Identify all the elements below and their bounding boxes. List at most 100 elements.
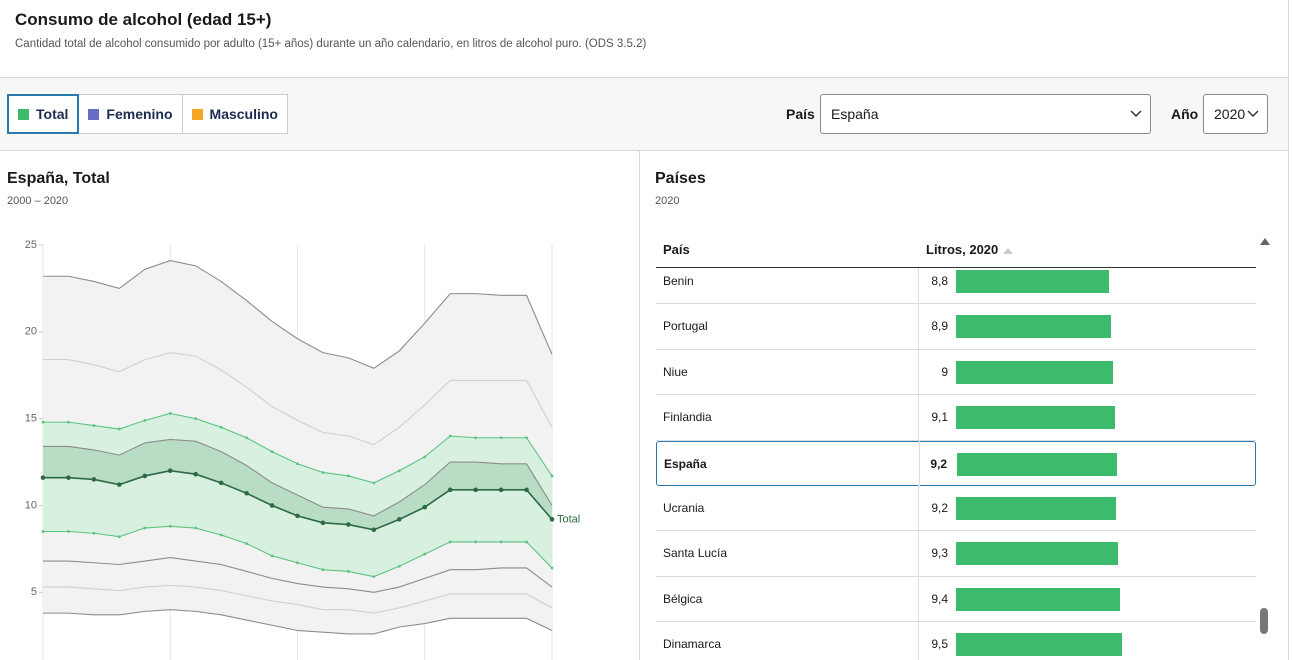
point: [270, 503, 275, 508]
table-row[interactable]: Niue9: [656, 350, 1256, 395]
point: [271, 554, 274, 557]
bar: [956, 270, 1109, 293]
value-label: 8,9: [931, 304, 948, 349]
value-label: 9,1: [931, 395, 948, 440]
legend-swatch: [88, 109, 99, 120]
point: [219, 481, 224, 486]
table-row[interactable]: España9,2: [656, 441, 1256, 486]
point: [397, 517, 402, 522]
point: [347, 570, 350, 573]
point: [169, 412, 172, 415]
point: [372, 575, 375, 578]
country-select[interactable]: España: [820, 94, 1151, 134]
border: [1288, 0, 1289, 660]
year-select[interactable]: 2020: [1203, 94, 1268, 134]
country-name: Benin: [663, 268, 694, 304]
point: [422, 505, 427, 510]
column-divider: [918, 576, 919, 622]
point: [117, 482, 122, 487]
column-divider: [918, 394, 919, 440]
point: [66, 475, 71, 480]
table-subtitle: 2020: [655, 195, 679, 207]
point: [525, 541, 528, 544]
chevron: [1247, 110, 1259, 118]
column-header[interactable]: Litros, 2020: [926, 242, 998, 257]
column-divider: [918, 303, 919, 349]
table-body: Benin 8,8 Portugal 8,9Niue9Finlandia 9,1Espa…: [640, 268, 1260, 660]
value-label: 9: [941, 350, 948, 395]
country-name: Santa Lucía: [663, 531, 727, 576]
point: [93, 532, 96, 535]
point: [398, 469, 401, 472]
table-row[interactable]: Portugal 8,9: [656, 304, 1256, 349]
legend-swatch: [18, 109, 29, 120]
table-row[interactable]: Ucrania 9,2: [656, 486, 1256, 531]
bar: [957, 453, 1117, 476]
point: [448, 488, 453, 493]
point: [372, 527, 377, 532]
point: [321, 521, 326, 526]
bar: [956, 497, 1116, 520]
table-row[interactable]: Dinamarca9,5: [656, 622, 1256, 660]
legend-toggles: TotalFemenino Masculino: [8, 94, 288, 134]
point: [143, 527, 146, 530]
country-name: Dinamarca: [663, 622, 721, 660]
legend-toggle[interactable]: Femenino: [78, 94, 182, 134]
table-row[interactable]: Santa Lucía9,3: [656, 531, 1256, 576]
point: [42, 530, 45, 533]
point: [194, 417, 197, 420]
point: [245, 542, 248, 545]
point: [244, 491, 249, 496]
page-subtitle: Cantidad total de alcohol consumido por …: [15, 38, 646, 50]
table-row[interactable]: Benin 8,8: [656, 268, 1256, 304]
legend-toggle[interactable]: Total: [7, 94, 79, 134]
country-label: País: [786, 106, 815, 122]
point: [220, 534, 223, 537]
point: [92, 477, 97, 482]
country-name: Ucrania: [663, 486, 704, 531]
column-divider: [918, 268, 919, 304]
toolbar: TotalFemeninoMasculino País España Año 2…: [0, 77, 1288, 151]
table-title: Países: [655, 170, 706, 188]
point: [93, 424, 96, 427]
legend-toggle[interactable]: Masculino: [182, 94, 288, 134]
point: [346, 522, 351, 527]
value-label: 9,2: [930, 442, 947, 487]
value-label: 9,2: [931, 486, 948, 531]
value-label: 8,8: [931, 268, 948, 304]
point: [41, 475, 46, 480]
column-divider: [918, 530, 919, 576]
column-header[interactable]: País: [663, 242, 690, 257]
chevron: [1130, 110, 1142, 118]
point: [245, 436, 248, 439]
point: [449, 435, 452, 438]
value-label: 9,4: [931, 577, 948, 622]
series-label: Total: [557, 513, 580, 525]
table-panel: Países 2020 País Litros, 2020 Benin8,8Po…: [640, 150, 1288, 660]
scrollbar-thumb[interactable]: [1260, 608, 1268, 634]
country-name: Portugal: [663, 304, 708, 349]
point: [67, 421, 70, 424]
chart: 510152025Total: [0, 150, 638, 660]
point: [473, 488, 478, 493]
point: [551, 475, 554, 478]
table-row[interactable]: Finlandia 9,1: [656, 395, 1256, 440]
point: [474, 436, 477, 439]
legend-swatch: [192, 109, 203, 120]
point: [118, 428, 121, 431]
point: [220, 426, 223, 429]
scroll-up[interactable]: [1259, 237, 1271, 245]
bar: [956, 542, 1118, 565]
point: [169, 525, 172, 528]
point: [500, 541, 503, 544]
point: [423, 455, 426, 458]
point: [525, 436, 528, 439]
point: [372, 481, 375, 484]
legend-label: Masculino: [210, 106, 278, 122]
y-tick-label: 25: [25, 239, 37, 251]
bar: [956, 588, 1120, 611]
country-name: Finlandia: [663, 395, 712, 440]
year-value: 2020: [1214, 106, 1245, 122]
point: [193, 472, 198, 477]
table-row[interactable]: Bélgica9,4: [656, 577, 1256, 622]
